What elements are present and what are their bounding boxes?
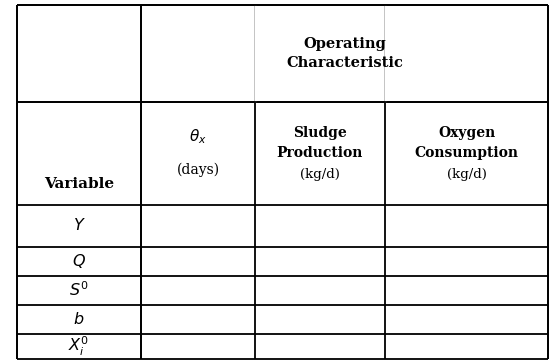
Text: Consumption: Consumption [415, 146, 519, 160]
Text: $b$: $b$ [73, 311, 85, 328]
Text: Variable: Variable [44, 176, 114, 191]
Text: Operating
Characteristic: Operating Characteristic [286, 37, 403, 70]
Text: (kg/d): (kg/d) [300, 168, 340, 181]
Text: Sludge: Sludge [293, 126, 347, 140]
Text: $X_i^0$: $X_i^0$ [68, 335, 90, 358]
Text: Oxygen: Oxygen [438, 126, 495, 140]
Text: $\theta_x$: $\theta_x$ [189, 128, 207, 146]
Text: $Q$: $Q$ [72, 252, 86, 270]
Text: (days): (days) [177, 163, 219, 177]
Text: $Y$: $Y$ [73, 217, 85, 234]
Text: (kg/d): (kg/d) [447, 168, 486, 181]
Text: $S^0$: $S^0$ [69, 281, 89, 300]
Text: Production: Production [277, 146, 363, 160]
